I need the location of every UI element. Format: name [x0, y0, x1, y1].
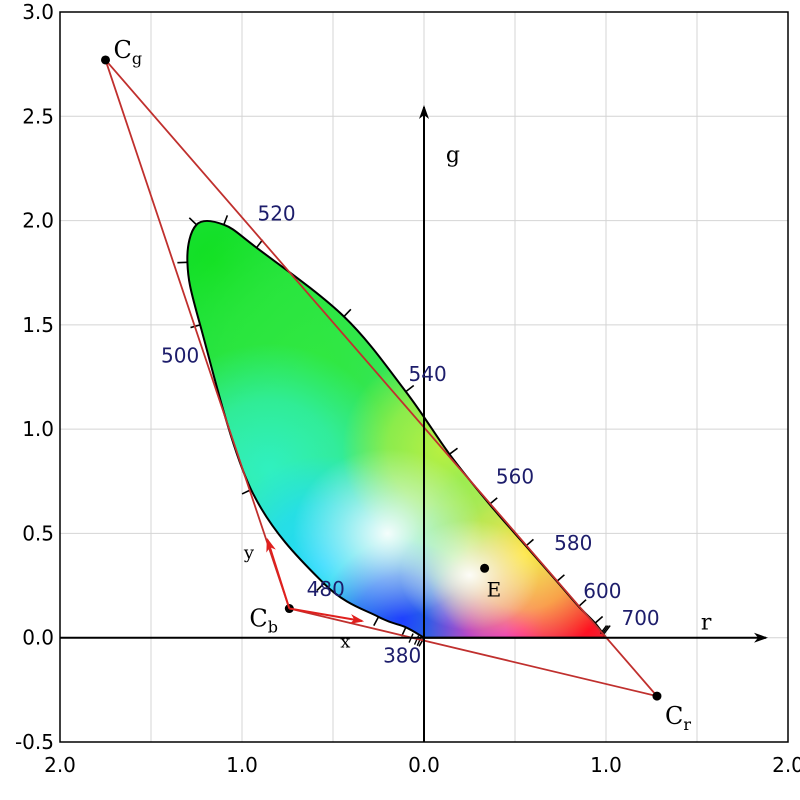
y-tick-label: 2.0 [22, 209, 54, 233]
primary-point [652, 691, 662, 701]
x-tick-label: 0.0 [408, 753, 440, 777]
y-tick-label: 0.0 [22, 626, 54, 650]
primaries-triangle [101, 55, 662, 701]
y-tick-label: 0.5 [22, 521, 54, 545]
basis-vector-x [289, 607, 365, 624]
locus-tick [603, 625, 611, 634]
locus-tick [223, 215, 229, 226]
basis-vector-y [266, 537, 291, 609]
labels: 2.0 1.0 0.0 1.0 2.0 3.0 2.5 2.0 1.5 1.0 0.5 0.0 -0.5… [15, 0, 800, 777]
y-tick-label: 2.5 [22, 104, 54, 128]
wavelength-label-520: 520 [257, 202, 295, 226]
locus-tick [316, 582, 325, 592]
locus-tick [405, 384, 415, 393]
r-axis-name: r [701, 610, 712, 635]
primary-label-sub: r [683, 715, 691, 734]
wavelength-label-560: 560 [496, 464, 534, 488]
primary-label-sub: b [268, 618, 278, 637]
wavelength-label-600: 600 [583, 579, 621, 603]
locus-tick [594, 615, 604, 624]
locus-tick [601, 625, 609, 634]
x-tick-label: 1.0 [590, 753, 622, 777]
y-tick-label: 1.5 [22, 313, 54, 337]
plot-frame [59, 11, 789, 743]
x-tick-label: 1.0 [226, 753, 258, 777]
basis-y-label: y [243, 542, 255, 563]
white-point-marker [480, 563, 490, 573]
wavelength-label-500: 500 [161, 343, 199, 367]
wavelength-label-580: 580 [554, 531, 592, 555]
y-tick-label: 1.0 [22, 417, 54, 441]
y-tick-label: -0.5 [15, 730, 54, 754]
g-axis-name: g [446, 143, 460, 168]
white-glow [399, 520, 540, 631]
locus-tick [578, 599, 587, 608]
locus-tick [525, 538, 534, 547]
locus-tick [343, 308, 352, 318]
primary-point [101, 55, 110, 65]
x-tick-label: 2.0 [44, 753, 76, 777]
basis-x-label: x [340, 632, 350, 653]
locus-tick [188, 217, 198, 226]
primary-label: Cg [114, 36, 143, 68]
white-point-label: E [487, 577, 502, 601]
wavelength-label-700: 700 [621, 606, 659, 630]
primary-label-sub: g [132, 49, 142, 68]
wavelength-label-380: 380 [383, 644, 421, 668]
axes [60, 105, 768, 742]
locus-tick [449, 447, 458, 455]
locus-fill [187, 220, 606, 638]
locus-tick [373, 616, 380, 627]
primary-label: Cr [665, 702, 691, 734]
locus-tick [556, 574, 565, 583]
primaries-triangle-edges [104, 59, 660, 698]
primary-label: Cb [249, 605, 278, 637]
wavelength-label-480: 480 [307, 577, 345, 601]
x-tick-label: 2.0 [772, 753, 800, 777]
y-tick-label: 3.0 [22, 0, 54, 24]
wavelength-label-540: 540 [409, 362, 447, 386]
